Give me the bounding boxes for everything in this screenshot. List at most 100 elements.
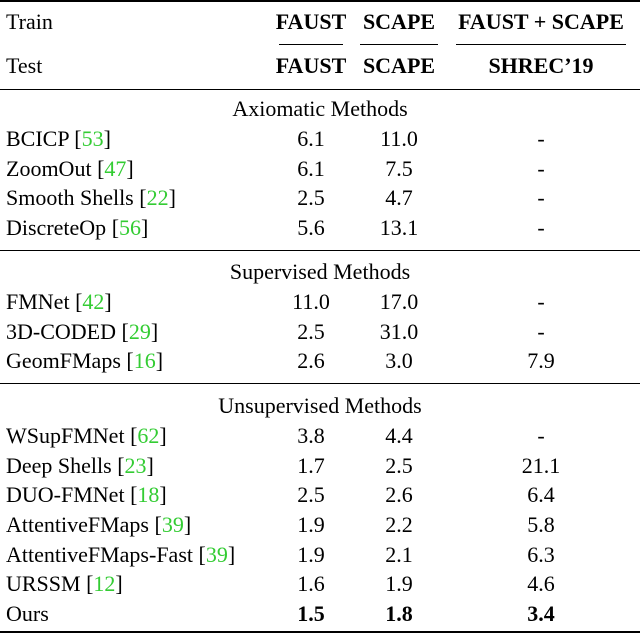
value-scape: 2.2 bbox=[385, 511, 413, 537]
header-test-faust: FAUST bbox=[275, 53, 347, 78]
underline-scape bbox=[360, 44, 438, 45]
method-label: GeomFMaps bbox=[6, 348, 121, 374]
value-shrec: - bbox=[537, 126, 545, 152]
citation-link[interactable]: 42 bbox=[82, 289, 105, 315]
value-shrec: - bbox=[537, 289, 545, 315]
value-shrec: - bbox=[537, 185, 545, 211]
method-label: AttentiveFMaps bbox=[6, 511, 149, 537]
value-scape: 4.4 bbox=[385, 423, 413, 449]
value-faust: 5.6 bbox=[297, 214, 325, 240]
method-name: DUO-FMNet [18] bbox=[6, 482, 167, 508]
value-shrec: - bbox=[537, 423, 545, 449]
method-name: Ours bbox=[6, 600, 49, 628]
value-faust: 6.1 bbox=[297, 126, 325, 152]
citation-link[interactable]: 47 bbox=[104, 155, 127, 181]
value-scape: 2.6 bbox=[385, 482, 413, 508]
value-shrec: 7.9 bbox=[527, 348, 555, 374]
value-scape: 7.5 bbox=[385, 155, 413, 181]
value-scape: 17.0 bbox=[379, 289, 419, 315]
underline-faust-scape bbox=[456, 44, 626, 45]
header-test-shrec: SHREC’19 bbox=[488, 53, 594, 78]
value-shrec: 6.3 bbox=[527, 541, 555, 567]
method-name: Deep Shells [23] bbox=[6, 452, 154, 478]
value-shrec: 3.4 bbox=[527, 600, 555, 626]
method-label: Ours bbox=[6, 600, 49, 626]
citation-link[interactable]: 16 bbox=[133, 348, 156, 374]
value-faust: 2.5 bbox=[297, 482, 325, 508]
method-name: 3D-CODED [29] bbox=[6, 318, 159, 344]
citation-link[interactable]: 53 bbox=[81, 126, 104, 152]
value-scape: 2.5 bbox=[385, 452, 413, 478]
value-faust: 1.9 bbox=[297, 541, 325, 567]
value-scape: 11.0 bbox=[380, 126, 418, 152]
value-scape: 31.0 bbox=[379, 318, 419, 344]
citation-link[interactable]: 39 bbox=[161, 511, 184, 537]
value-faust: 1.6 bbox=[297, 571, 325, 597]
value-faust: 1.5 bbox=[297, 600, 325, 626]
value-shrec: - bbox=[537, 214, 545, 240]
method-name: FMNet [42] bbox=[6, 289, 112, 315]
top-rule bbox=[0, 0, 640, 2]
header-train-label: Train bbox=[6, 9, 53, 34]
header-train-faust-scape: FAUST + SCAPE bbox=[458, 9, 624, 34]
citation-link[interactable]: 29 bbox=[128, 318, 151, 344]
value-faust: 1.9 bbox=[297, 511, 325, 537]
value-faust: 2.5 bbox=[297, 318, 325, 344]
citation-link[interactable]: 18 bbox=[137, 482, 160, 508]
method-label: AttentiveFMaps-Fast bbox=[6, 541, 193, 567]
method-label: ZoomOut bbox=[6, 155, 92, 181]
method-label: DUO-FMNet bbox=[6, 482, 125, 508]
value-faust: 11.0 bbox=[292, 289, 330, 315]
value-shrec: 5.8 bbox=[527, 511, 555, 537]
value-shrec: 4.6 bbox=[527, 571, 555, 597]
method-label: Deep Shells bbox=[6, 452, 112, 478]
value-scape: 1.8 bbox=[385, 600, 413, 626]
underline-faust bbox=[279, 44, 343, 45]
value-shrec: 6.4 bbox=[527, 482, 555, 508]
value-scape: 4.7 bbox=[385, 185, 413, 211]
method-name: BCICP [53] bbox=[6, 126, 111, 152]
header-test-scape: SCAPE bbox=[362, 53, 436, 78]
header-rule bbox=[0, 89, 640, 90]
method-name: Smooth Shells [22] bbox=[6, 185, 176, 211]
citation-link[interactable]: 56 bbox=[119, 214, 142, 240]
value-shrec: - bbox=[537, 318, 545, 344]
method-label: URSSM bbox=[6, 571, 81, 597]
method-name: AttentiveFMaps [39] bbox=[6, 511, 192, 537]
value-scape: 13.1 bbox=[379, 214, 419, 240]
header-test-label: Test bbox=[6, 53, 43, 78]
method-name: WSupFMNet [62] bbox=[6, 423, 167, 449]
method-label: Smooth Shells bbox=[6, 185, 134, 211]
value-faust: 6.1 bbox=[297, 155, 325, 181]
method-name: GeomFMaps [16] bbox=[6, 348, 164, 374]
value-shrec: - bbox=[537, 155, 545, 181]
section-title: Supervised Methods bbox=[229, 259, 411, 284]
citation-link[interactable]: 62 bbox=[137, 423, 160, 449]
value-shrec: 21.1 bbox=[521, 452, 561, 478]
value-scape: 1.9 bbox=[385, 571, 413, 597]
method-label: DiscreteOp bbox=[6, 214, 107, 240]
section-rule bbox=[0, 383, 640, 384]
method-label: FMNet bbox=[6, 289, 70, 315]
citation-link[interactable]: 12 bbox=[93, 571, 116, 597]
citation-link[interactable]: 22 bbox=[146, 185, 169, 211]
bottom-rule bbox=[0, 631, 640, 633]
value-faust: 2.6 bbox=[297, 348, 325, 374]
header-train-faust: FAUST bbox=[275, 9, 347, 34]
section-title: Axiomatic Methods bbox=[232, 96, 408, 121]
citation-link[interactable]: 39 bbox=[205, 541, 228, 567]
header-train-scape: SCAPE bbox=[362, 9, 436, 34]
citation-link[interactable]: 23 bbox=[124, 452, 147, 478]
value-scape: 3.0 bbox=[385, 348, 413, 374]
value-faust: 2.5 bbox=[297, 185, 325, 211]
method-label: WSupFMNet bbox=[6, 423, 125, 449]
method-name: URSSM [12] bbox=[6, 571, 123, 597]
method-label: 3D-CODED bbox=[6, 318, 116, 344]
section-rule bbox=[0, 250, 640, 251]
value-faust: 3.8 bbox=[297, 423, 325, 449]
value-faust: 1.7 bbox=[297, 452, 325, 478]
method-name: DiscreteOp [56] bbox=[6, 214, 149, 240]
method-name: AttentiveFMaps-Fast [39] bbox=[6, 541, 236, 567]
section-title: Unsupervised Methods bbox=[218, 393, 422, 418]
value-scape: 2.1 bbox=[385, 541, 413, 567]
